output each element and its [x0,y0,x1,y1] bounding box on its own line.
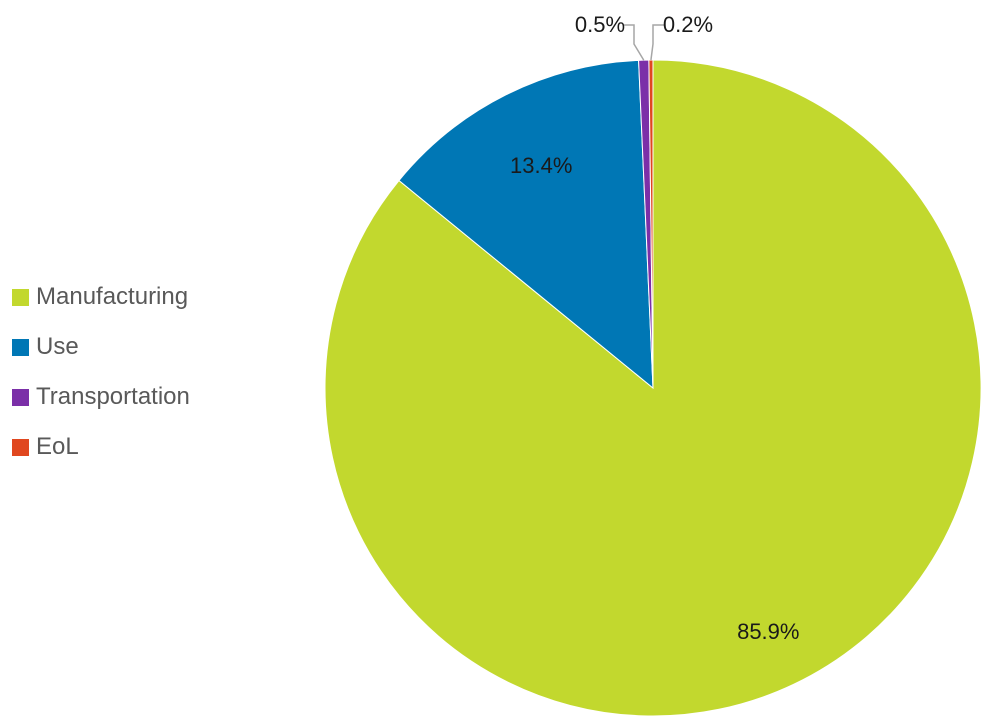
pie-slice-use [398,59,654,390]
pie-slices [324,59,982,717]
legend-item-manufacturing: Manufacturing [12,272,242,322]
legend: Manufacturing Use Transportation EoL [12,272,242,472]
legend-swatch-manufacturing [12,288,29,306]
leader-line-transportation [623,24,645,61]
data-labels: 85.9% 13.4% 0.5% 0.2% [510,12,799,644]
data-label-manufacturing: 85.9% [737,619,799,644]
data-label-transportation: 0.5% [575,12,625,37]
legend-label-manufacturing: Manufacturing [36,283,189,310]
legend-swatch-transportation [12,388,29,406]
legend-item-use: Use [12,322,242,372]
leader-lines [623,24,664,61]
pie-slice-manufacturing [324,59,982,717]
pie-slice-eol [648,59,654,389]
legend-swatch-use [12,338,29,356]
legend-swatch-eol [12,438,29,456]
leader-line-eol [650,24,664,61]
legend-label-transportation: Transportation [36,383,190,410]
data-label-eol: 0.2% [663,12,713,37]
legend-item-eol: EoL [12,422,242,472]
legend-item-transportation: Transportation [12,372,242,422]
legend-label-use: Use [36,333,79,360]
data-label-use: 13.4% [510,153,572,178]
legend-label-eol: EoL [36,433,79,460]
